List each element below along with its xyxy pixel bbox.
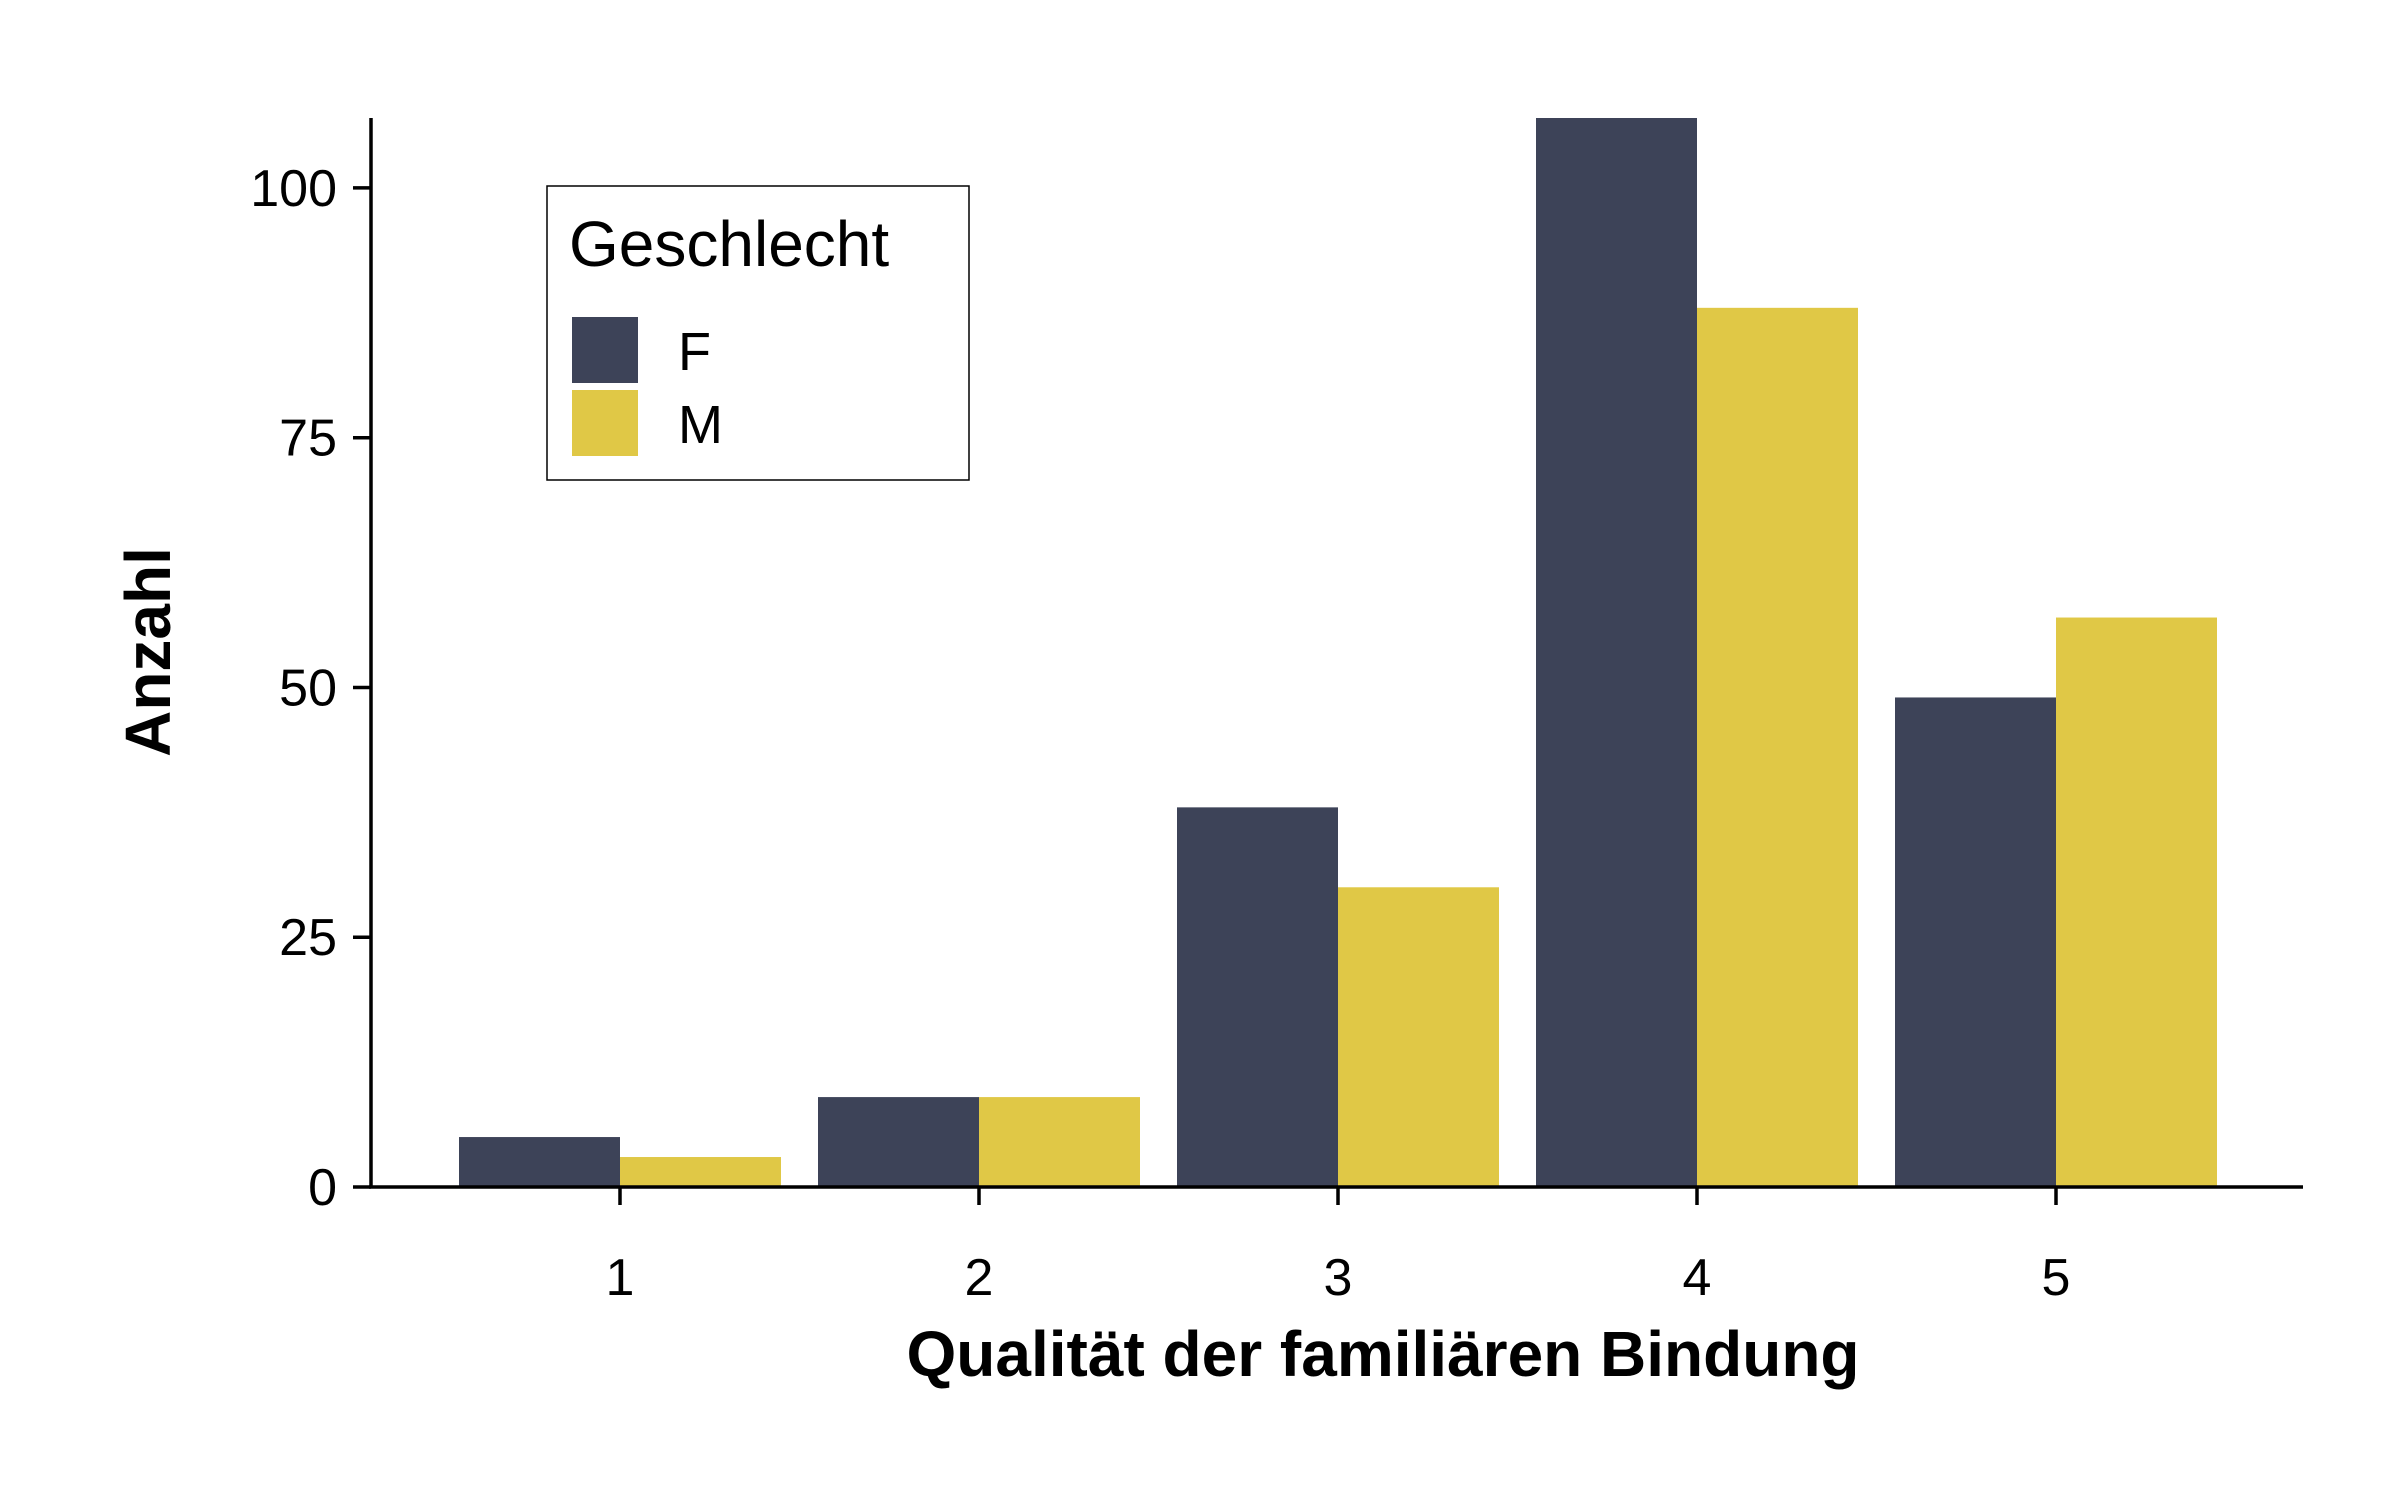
bar-F-4: [1536, 118, 1697, 1187]
x-tick-label: 1: [606, 1249, 635, 1307]
bar-M-4: [1697, 307, 1858, 1188]
legend-title: Geschlecht: [569, 208, 889, 280]
bar-M-2: [979, 1097, 1140, 1187]
legend: Geschlecht FM: [546, 185, 970, 481]
x-tick-label: 4: [1683, 1249, 1712, 1307]
bar-F-3: [1177, 807, 1338, 1187]
y-ticks-group: 0 25 50 75 100: [250, 160, 371, 1217]
legend-label-F: F: [678, 322, 711, 382]
y-tick-label: 50: [279, 659, 337, 717]
legend-swatch-M: [572, 390, 638, 456]
x-tick-label: 3: [1324, 1249, 1353, 1307]
legend-swatch-F: [572, 317, 638, 383]
bar-M-1: [620, 1157, 781, 1187]
y-tick-label: 75: [279, 410, 337, 468]
y-tick-label: 0: [308, 1159, 337, 1217]
y-tick-label: 100: [250, 160, 337, 218]
bar-F-2: [818, 1097, 979, 1187]
y-tick-label: 25: [279, 909, 337, 967]
bar-F-1: [459, 1137, 620, 1187]
bars-group: [459, 118, 2217, 1188]
legend-label-M: M: [678, 395, 723, 455]
legend-entries: FM: [572, 317, 723, 456]
x-axis-title: Qualität der familiären Bindung: [907, 1318, 1860, 1390]
bar-F-5: [1895, 697, 2056, 1187]
y-axis-title: Anzahl: [112, 547, 184, 757]
x-ticks-group: 1 2 3 4 5: [606, 1187, 2071, 1307]
x-tick-label: 5: [2042, 1249, 2071, 1307]
bar-M-5: [2056, 617, 2217, 1187]
bar-M-3: [1338, 887, 1499, 1187]
x-tick-label: 2: [965, 1249, 994, 1307]
